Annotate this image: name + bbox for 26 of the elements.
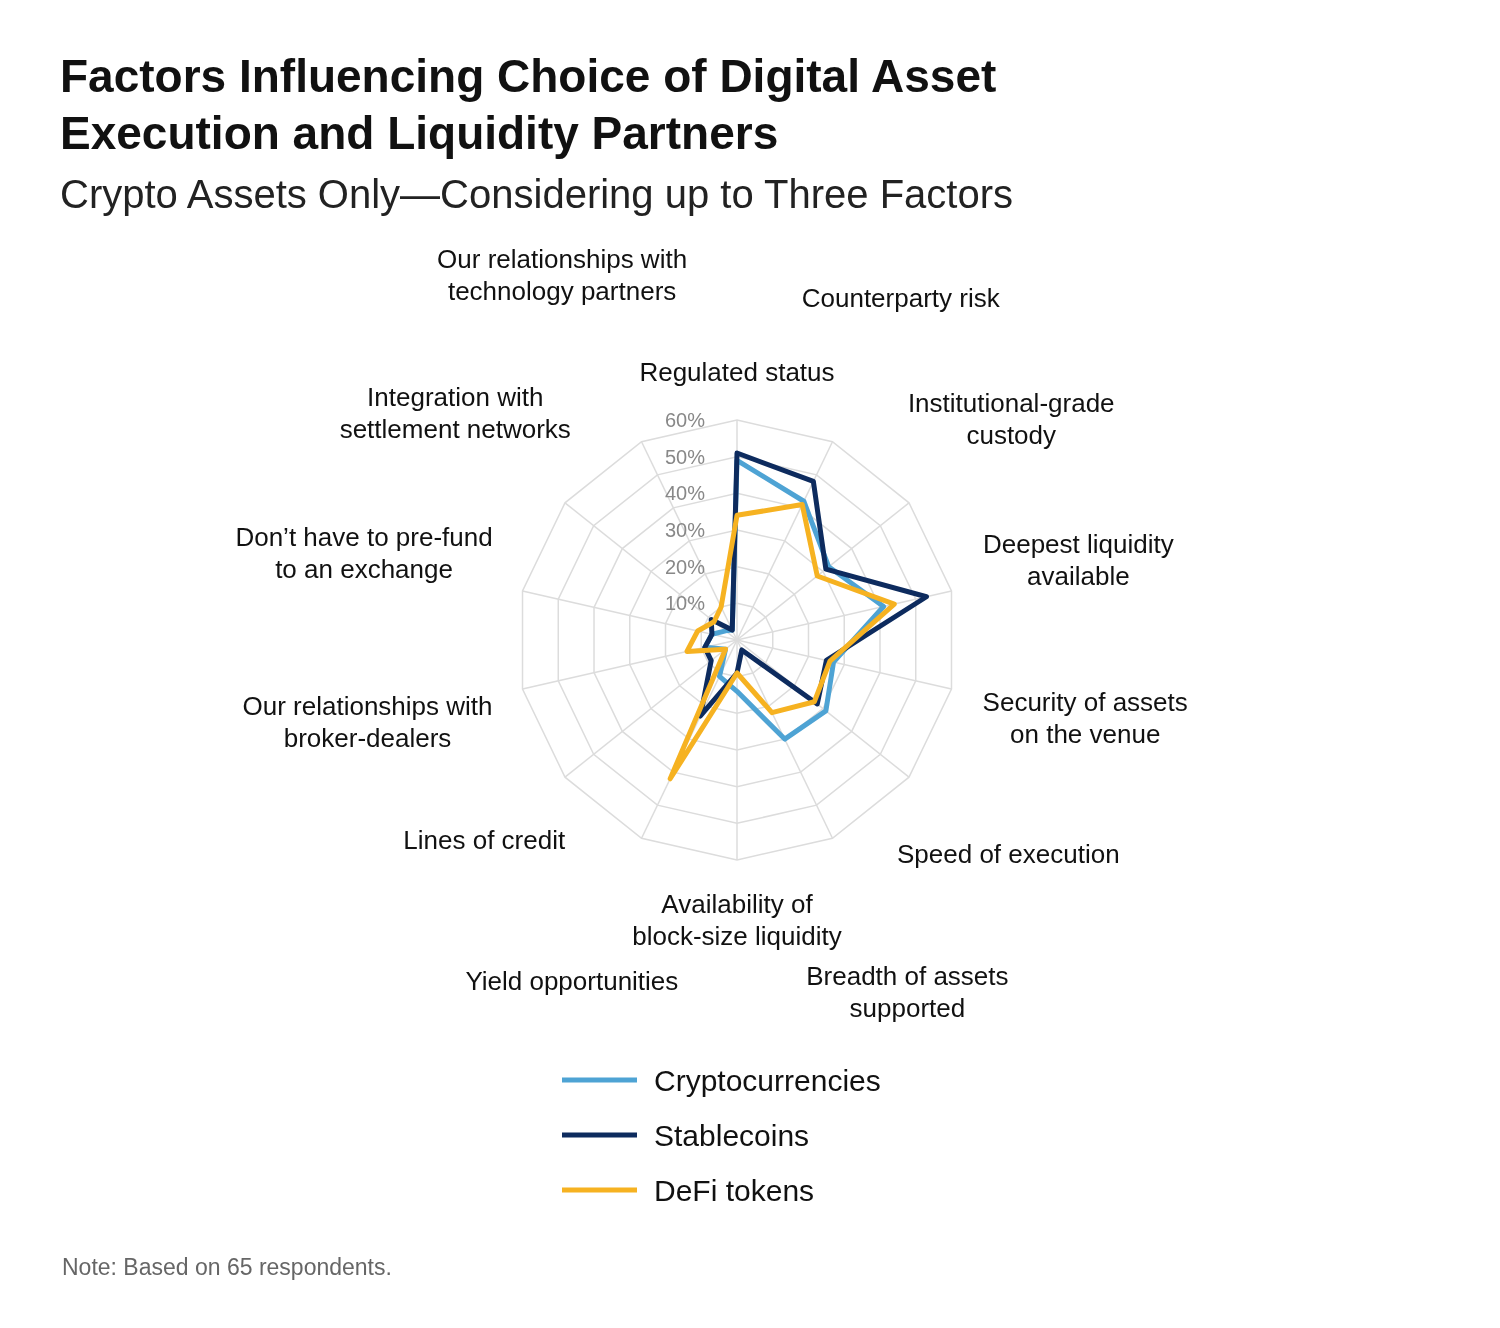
spoke-label: Our relationships with broker-dealers — [242, 691, 493, 754]
legend-label: DeFi tokens — [654, 1173, 815, 1207]
chart-title: Factors Influencing Choice of Digital Asset Execution and Liquidity Partners — [60, 50, 997, 159]
spoke-label: Deepest liquidity available — [982, 529, 1174, 592]
chart-subtitle: Crypto Assets Only—Considering up to Three Factors — [60, 172, 1014, 216]
spoke-label: Counterparty risk — [801, 283, 1001, 314]
y-tick-label: 60% — [664, 409, 706, 431]
legend-label: Cryptocurrencies — [654, 1063, 881, 1097]
y-tick-label: 50% — [664, 445, 706, 468]
spoke-label: Availability of block-size liquidity — [632, 889, 842, 952]
spoke-label: Integration with settlement networks — [339, 382, 571, 445]
spoke-label: Don’t have to pre-fund to an exchange — [235, 521, 493, 584]
y-tick-label: 40% — [664, 482, 706, 505]
y-tick-label: 20% — [664, 555, 706, 578]
spoke-label: Lines of credit — [403, 824, 566, 855]
text: Note: Based on 65 respondents. — [62, 1254, 392, 1280]
spoke-label: Our relationships with technology partners — [437, 243, 688, 306]
spoke-label: Regulated status — [639, 357, 835, 388]
spoke-label: Institutional-grade custody — [907, 388, 1115, 451]
spoke-label: Security of assets on the venue — [982, 686, 1188, 749]
spoke-label: Breadth of assets supported — [806, 960, 1009, 1023]
y-tick-label: 30% — [664, 519, 706, 541]
spoke-label: Speed of execution — [896, 839, 1120, 870]
y-tick-label: 10% — [664, 592, 706, 615]
legend-label: Stablecoins — [654, 1118, 810, 1152]
spoke-label: Yield opportunities — [465, 965, 679, 996]
